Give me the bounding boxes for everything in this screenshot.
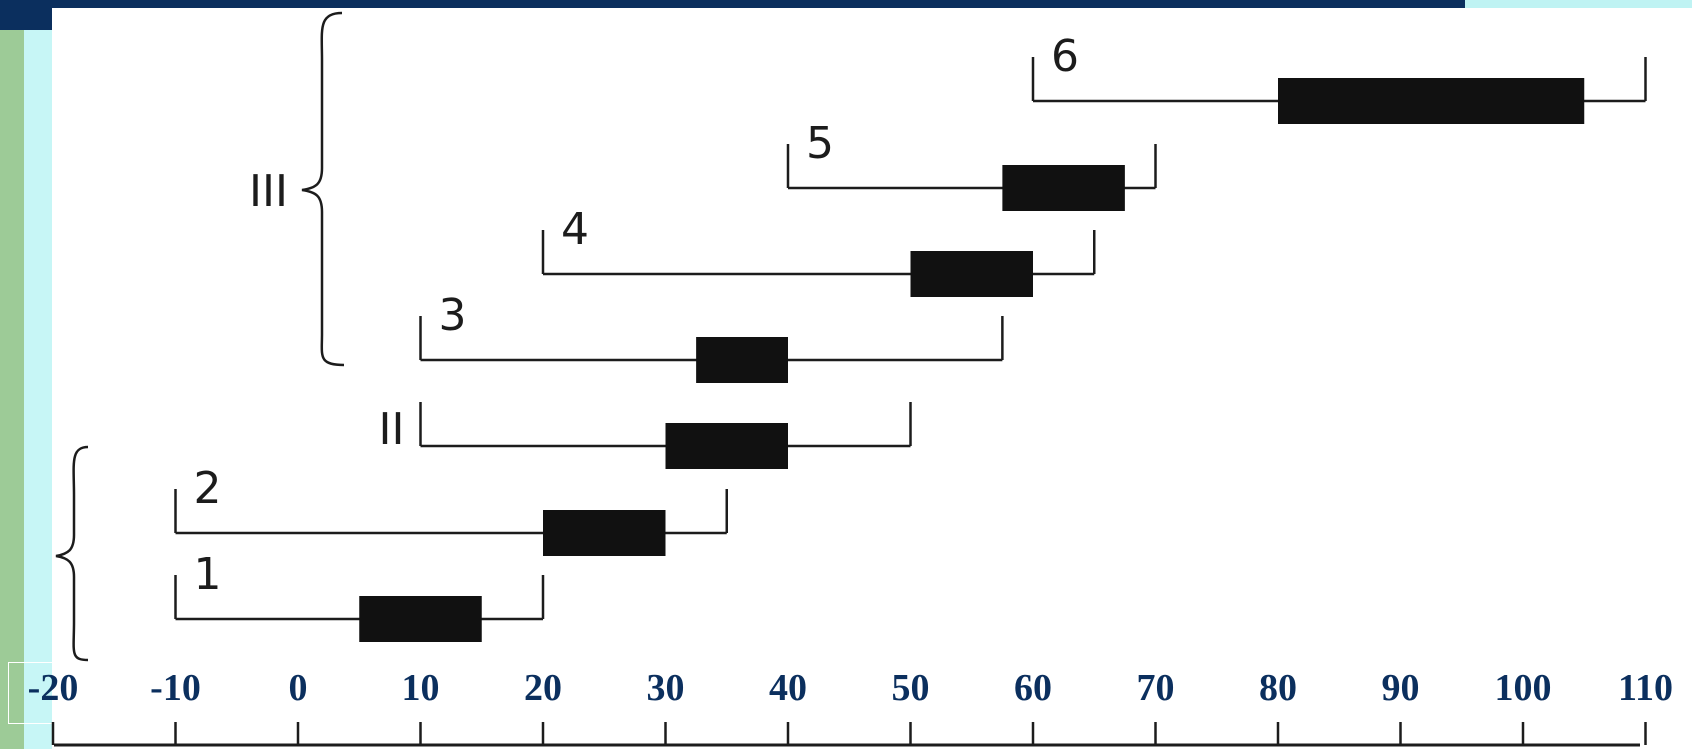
x-tick-label-50: 50 <box>892 667 930 709</box>
x-tick-label-neg20: -20 <box>28 667 79 709</box>
row-6-label: 6 <box>1051 31 1079 82</box>
row-3-label: 3 <box>439 290 467 341</box>
slide-top-bar-accent <box>1465 0 1692 8</box>
x-tick-label-neg10: -10 <box>150 667 201 709</box>
x-tick-label-100: 100 <box>1495 667 1552 709</box>
group-label-iii: III <box>249 166 288 217</box>
x-tick-label-0: 0 <box>289 667 308 709</box>
row-5-box <box>1002 165 1125 211</box>
x-tick-label-80: 80 <box>1259 667 1297 709</box>
group-brace-iii <box>301 11 345 367</box>
row-5: 5 <box>786 118 1157 211</box>
row-6-box <box>1278 78 1585 124</box>
x-tick-label-60: 60 <box>1014 667 1052 709</box>
rows-layer: 1 2 II 3 4 5 6 <box>174 31 1647 642</box>
x-tick-label-90: 90 <box>1382 667 1420 709</box>
row-2-label: 2 <box>194 463 222 514</box>
group-brace-lower <box>55 445 89 662</box>
slide-left-cyan-band <box>24 0 52 749</box>
x-axis: -20 -10 0 10 20 30 40 50 60 70 80 90 100 110 <box>28 667 1673 747</box>
row-4-label: 4 <box>561 204 589 255</box>
row-4-box <box>910 251 1033 297</box>
x-tick-label-30: 30 <box>647 667 685 709</box>
row-ii-box <box>665 423 788 469</box>
row-3-box <box>696 337 788 383</box>
row-4: 4 <box>541 204 1096 297</box>
row-3: 3 <box>419 290 1004 383</box>
row-1-label: 1 <box>194 549 222 600</box>
row-1-box <box>359 596 482 642</box>
slide-left-corner <box>0 0 52 30</box>
row-ii-label: II <box>379 404 405 455</box>
x-tick-label-110: 110 <box>1618 667 1673 709</box>
slide-decorative-frame <box>8 662 62 724</box>
slide-top-bar <box>0 0 1465 8</box>
slide-left-green-band <box>0 0 24 749</box>
x-tick-label-70: 70 <box>1137 667 1175 709</box>
row-2: 2 <box>174 463 728 556</box>
x-tick-label-40: 40 <box>769 667 807 709</box>
row-1: 1 <box>174 549 545 642</box>
row-5-label: 5 <box>806 118 834 169</box>
x-tick-label-20: 20 <box>524 667 562 709</box>
groups-layer: III <box>55 11 345 662</box>
row-6: 6 <box>1031 31 1647 124</box>
row-ii: II <box>379 402 912 469</box>
x-tick-label-10: 10 <box>402 667 440 709</box>
row-2-box <box>543 510 666 556</box>
